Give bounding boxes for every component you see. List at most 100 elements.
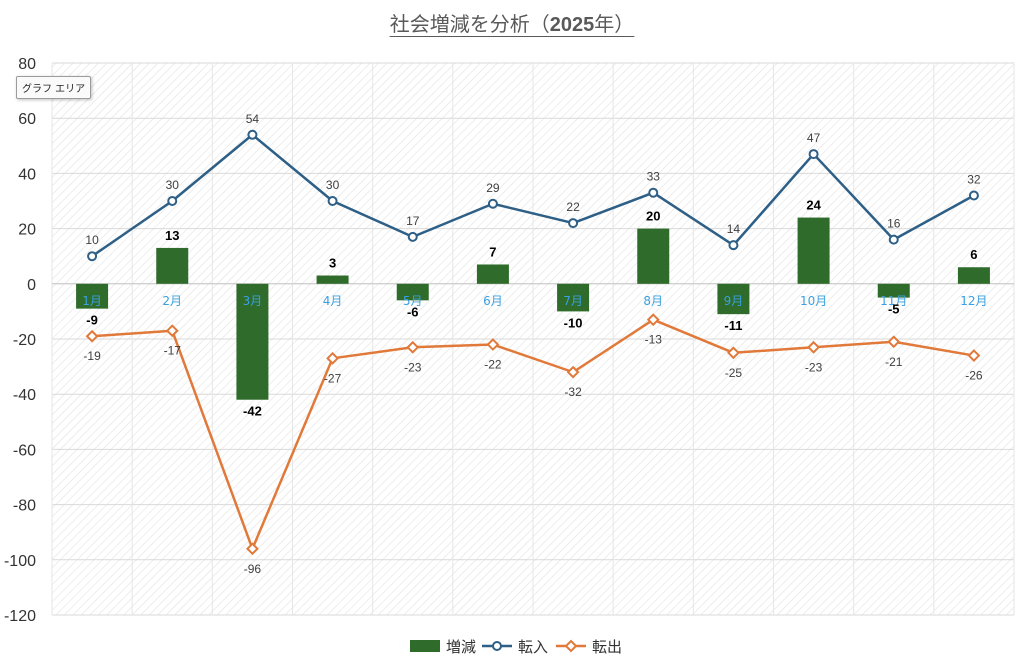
outflow-marker[interactable] — [807, 340, 820, 354]
inflow-label: 30 — [166, 178, 180, 192]
x-tick-label: 12月 — [960, 294, 987, 308]
inflow-marker[interactable] — [808, 149, 819, 160]
inflow-label: 17 — [406, 214, 420, 228]
bar-label: -5 — [888, 302, 900, 317]
outflow-marker[interactable] — [967, 349, 981, 362]
inflow-marker[interactable] — [167, 196, 178, 206]
x-tick-label: 11月 — [880, 294, 907, 308]
bar-10[interactable] — [797, 217, 830, 284]
x-tick-label: 3月 — [243, 294, 263, 308]
y-axis: 80 60 40 20 0 -20 -40 -60 -80 -100 -120 — [4, 56, 36, 625]
bars-series — [76, 217, 990, 400]
inflow-label: 10 — [85, 233, 99, 247]
legend-bar-swatch — [410, 640, 440, 652]
outflow-marker[interactable] — [85, 329, 99, 343]
outflow-label: -23 — [805, 360, 823, 374]
inflow-line — [91, 133, 975, 258]
bar-label: 20 — [646, 209, 660, 224]
bar-label: 6 — [970, 247, 977, 262]
legend-inflow-marker — [492, 641, 502, 651]
bar-11[interactable] — [877, 283, 910, 298]
outflow-marker[interactable] — [165, 324, 179, 338]
inflow-label: 33 — [647, 170, 661, 184]
x-axis: 1月 2月 3月 4月 5月 6月 7月 8月 9月 10月 11月 12月 — [82, 294, 987, 308]
outflow-marker[interactable] — [646, 313, 660, 327]
inflow-marker[interactable] — [87, 251, 98, 262]
outflow-marker[interactable] — [246, 542, 259, 556]
outflow-label: -32 — [564, 385, 582, 399]
bar-label: -6 — [407, 304, 419, 319]
x-tick-label: 1月 — [82, 294, 102, 308]
inflow-marker[interactable] — [247, 129, 258, 140]
y-tick-label: -80 — [13, 498, 36, 515]
bar-1[interactable] — [76, 283, 109, 309]
outflow-marker[interactable] — [406, 340, 420, 354]
bar-12[interactable] — [957, 267, 990, 284]
outflow-marker[interactable] — [727, 346, 740, 360]
bar-label: -9 — [86, 313, 98, 328]
y-tick-label: -60 — [13, 442, 36, 459]
outflow-label: -21 — [885, 355, 903, 369]
inflow-marker[interactable] — [888, 234, 899, 245]
bar-7[interactable] — [557, 283, 590, 312]
x-tick-label: 8月 — [643, 294, 663, 308]
x-tick-label: 7月 — [563, 294, 583, 308]
outflow-label: -19 — [83, 349, 101, 363]
bar-label: 13 — [165, 228, 179, 243]
outflow-marker[interactable] — [486, 338, 500, 351]
x-tick-label: 4月 — [323, 294, 343, 308]
bar-2[interactable] — [156, 247, 189, 284]
bar-5[interactable] — [396, 283, 429, 301]
bar-label: 7 — [489, 244, 496, 259]
inflow-marker[interactable] — [968, 190, 979, 201]
inflow-marker[interactable] — [327, 196, 338, 206]
y-tick-label: 40 — [18, 166, 36, 183]
legend-outflow-marker — [564, 639, 578, 653]
y-tick-label: 60 — [18, 111, 36, 128]
y-tick-label: -20 — [13, 332, 36, 349]
outflow-line — [91, 318, 975, 551]
y-tick-label: -100 — [4, 553, 36, 570]
y-tick-label: 80 — [18, 56, 36, 73]
outflow-label: -27 — [324, 371, 342, 385]
x-tick-label: 10月 — [800, 294, 827, 308]
bar-label: 24 — [806, 198, 821, 213]
legend-label: 増減 — [446, 638, 476, 656]
inflow-marker[interactable] — [487, 198, 498, 209]
y-tick-label: -40 — [13, 387, 36, 404]
inflow-marker[interactable] — [407, 231, 418, 242]
legend: 増減 転入 転出 — [410, 638, 622, 656]
x-tick-label: 2月 — [162, 294, 182, 308]
y-tick-label: 0 — [27, 277, 36, 294]
outflow-marker[interactable] — [326, 351, 339, 365]
bar-3[interactable] — [236, 283, 269, 400]
legend-label: 転入 — [518, 638, 548, 656]
bar-label: 3 — [329, 256, 336, 271]
gridlines — [51, 62, 1015, 616]
outflow-marker[interactable] — [566, 365, 580, 379]
bar-6[interactable] — [476, 264, 509, 284]
inflow-label: 29 — [486, 181, 500, 195]
inflow-label: 22 — [566, 200, 580, 214]
y-tick-label: -120 — [4, 608, 36, 625]
outflow-label: -23 — [404, 360, 422, 374]
outflow-label: -25 — [725, 366, 743, 380]
inflow-label: 30 — [326, 178, 340, 192]
legend-label: 転出 — [592, 638, 622, 656]
bar-4[interactable] — [316, 275, 349, 284]
inflow-marker[interactable] — [568, 218, 579, 229]
chart-title: 社会増減を分析（2025年） — [389, 12, 635, 36]
outflow-label: -96 — [244, 562, 262, 576]
inflow-label: 32 — [967, 172, 981, 186]
inflow-marker[interactable] — [728, 240, 739, 251]
outflow-marker[interactable] — [887, 335, 901, 349]
bar-label: -10 — [564, 315, 583, 330]
bar-9[interactable] — [717, 283, 750, 315]
outflow-label: -17 — [164, 344, 182, 358]
inflow-label: 16 — [887, 217, 901, 231]
bar-8[interactable] — [637, 228, 670, 284]
x-tick-label: 9月 — [724, 294, 744, 308]
inflow-marker[interactable] — [648, 187, 659, 198]
